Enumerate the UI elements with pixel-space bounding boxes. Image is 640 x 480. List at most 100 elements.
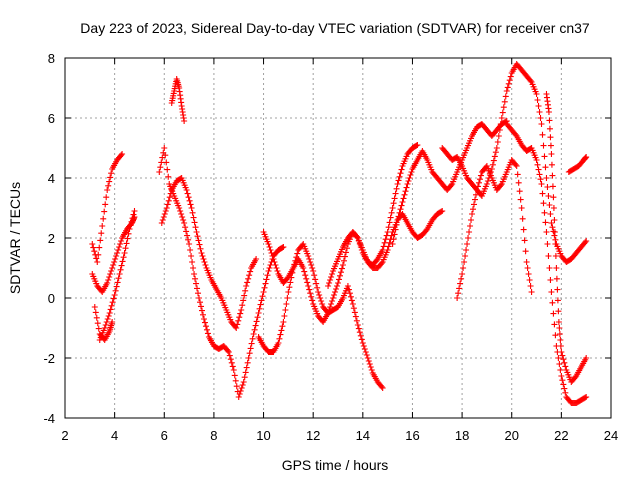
data-point [378,260,385,267]
data-point [470,206,477,213]
data-point [475,179,482,186]
data-point [471,201,478,208]
data-point [495,133,502,139]
data-point [107,271,114,277]
data-point [401,191,408,198]
data-point [94,320,101,327]
data-point [357,332,364,339]
data-point [397,170,404,177]
data-point [519,215,526,222]
data-point [360,343,367,349]
data-point [286,284,293,291]
data-point [306,256,313,262]
data-point [500,104,507,111]
data-point [240,379,247,385]
data-point [501,98,508,105]
chart-title: Day 223 of 2023, Sidereal Day-to-day VTE… [80,20,590,36]
data-point [226,352,233,359]
data-point [540,142,547,149]
data-point [118,152,125,159]
data-point [366,361,373,367]
data-point [553,265,560,271]
data-point [104,316,111,322]
data-point [535,103,542,109]
data-point [102,201,109,208]
y-tick-label: 8 [48,51,55,66]
data-point [544,184,551,190]
data-point [282,307,289,313]
series-track-d [156,145,287,400]
data-point [108,302,115,309]
data-point [238,385,245,391]
data-point [114,279,121,286]
data-point [527,77,534,84]
data-point [393,185,400,192]
data-point [528,289,535,295]
data-point [317,295,324,301]
data-point [163,159,170,166]
data-point [389,205,396,211]
data-point [302,272,309,279]
series-track-j [389,118,510,247]
data-point [562,363,569,370]
x-tick-labels: 2 4 6 8 10 12 14 16 18 20 22 24 [61,428,618,443]
data-point [344,283,351,289]
data-point [307,290,314,297]
data-point [329,271,336,277]
data-point [549,299,556,306]
data-point [545,109,552,115]
data-point [188,205,195,211]
data-point [245,355,252,361]
data-point [200,316,207,322]
data-point [582,239,589,246]
data-point [183,187,190,193]
data-point [191,271,198,277]
data-point [549,183,556,190]
data-point [558,373,565,379]
data-point [343,245,350,252]
data-point [177,208,184,214]
data-point [552,241,559,247]
data-point [521,237,528,244]
data-point [120,254,127,261]
data-point [104,280,111,286]
data-point [239,382,246,388]
data-point [582,394,589,401]
data-point [257,301,264,308]
data-point [187,247,194,253]
data-point [400,195,407,202]
data-point [181,220,188,226]
data-point [318,298,325,304]
data-point [526,277,533,283]
data-point [406,175,413,181]
data-point [537,115,544,121]
data-point [547,134,554,141]
data-point [94,259,101,265]
x-tick-label: 4 [111,428,118,443]
data-point [536,109,543,115]
y-tick-label: 6 [48,111,55,126]
data-point [559,377,566,384]
data-point [303,275,310,282]
data-point [189,259,196,265]
data-point [462,253,469,259]
data-point [109,319,116,325]
data-point [548,289,555,295]
data-point [461,259,468,265]
data-point [251,326,258,333]
data-point [517,196,524,203]
data-point [228,359,235,366]
data-point [108,268,115,274]
data-point [276,335,283,342]
data-point [160,214,167,220]
data-point [583,238,590,244]
data-point [466,229,473,235]
data-point [246,272,253,279]
data-point [198,303,205,310]
data-point [325,283,332,289]
data-point [161,211,168,217]
x-tick-label: 12 [306,428,320,443]
data-point [473,187,480,193]
data-point [281,313,288,319]
data-point [93,314,100,321]
